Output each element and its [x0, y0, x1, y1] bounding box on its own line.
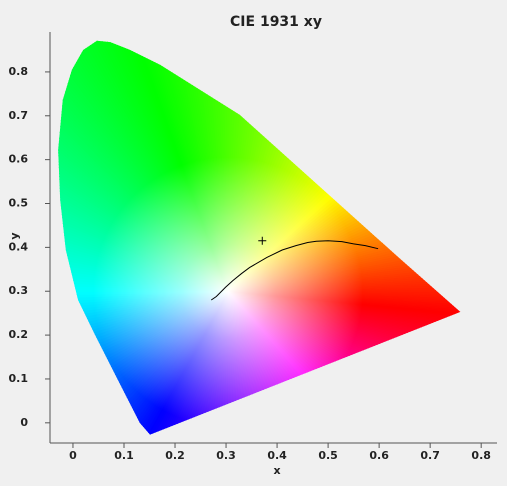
- y-tick-label: 0.5: [9, 197, 29, 210]
- x-tick-label: 0.3: [216, 449, 236, 462]
- chart-title: CIE 1931 xy: [230, 14, 322, 30]
- y-tick-label: 0.3: [9, 284, 29, 297]
- y-tick-label: 0.6: [9, 153, 29, 166]
- y-tick-label: 0.1: [9, 372, 29, 385]
- x-tick-label: 0.4: [267, 449, 287, 462]
- y-tick-label: 0.8: [9, 65, 29, 78]
- x-tick-label: 0.2: [165, 449, 185, 462]
- planckian-locus: [210, 240, 379, 301]
- white-glow: [58, 40, 461, 435]
- x-tick-label: 0.7: [420, 449, 440, 462]
- y-tick-label: 0: [20, 416, 28, 429]
- x-tick-label: 0.6: [369, 449, 389, 462]
- x-axis-label: x: [273, 464, 280, 477]
- x-tick-label: 0.8: [471, 449, 491, 462]
- x-tick-label: 0: [69, 449, 77, 462]
- x-tick-label: 0.5: [318, 449, 338, 462]
- white-point-marker: [258, 236, 267, 245]
- x-tick-label: 0.1: [114, 449, 134, 462]
- y-axis-label: y: [8, 232, 21, 239]
- y-tick-label: 0.7: [9, 109, 29, 122]
- locus-fill: [58, 40, 461, 435]
- y-tick-label: 0.4: [9, 240, 29, 253]
- y-tick-label: 0.2: [9, 328, 29, 341]
